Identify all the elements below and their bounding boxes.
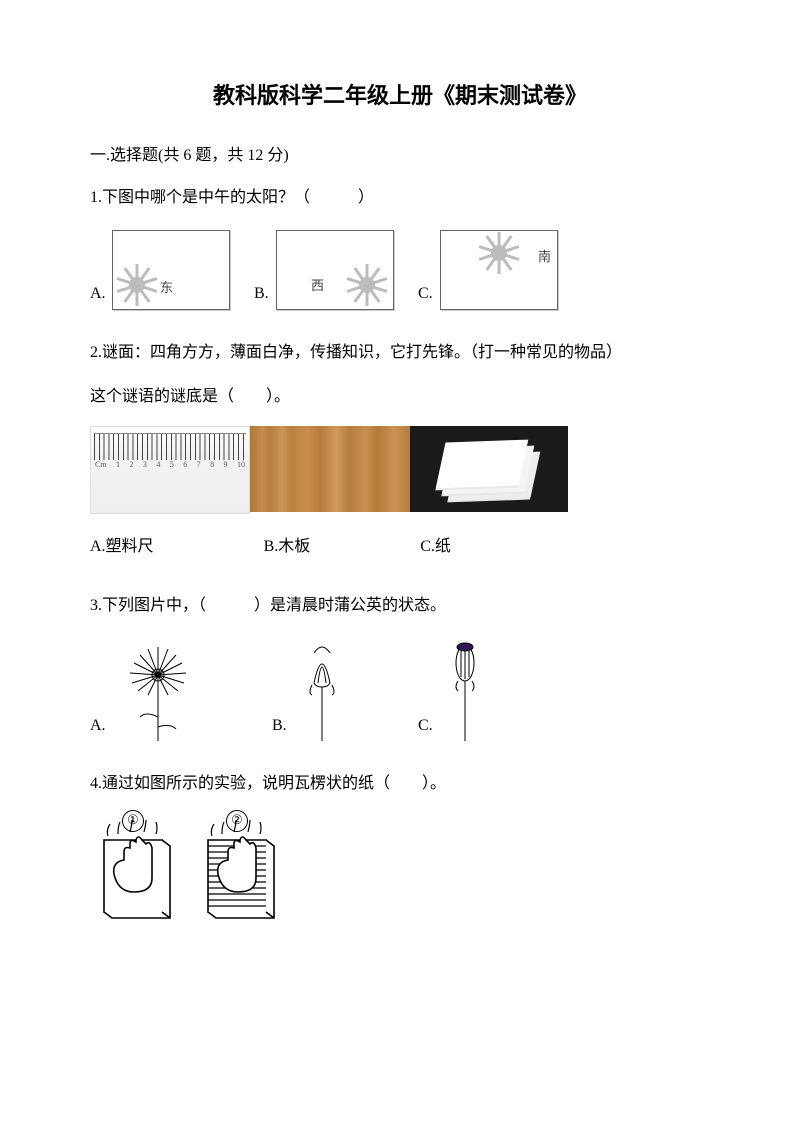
ruler-cm-label: Cm [95,457,107,472]
ruler-numbers: Cm 1 2 3 4 5 6 7 8 9 10 [95,457,245,472]
sun-image-east: 东 [112,230,230,310]
question-4-text: 4.通过如图所示的实验，说明瓦楞状的纸（ ）。 [90,769,710,799]
opt-label: B. [272,711,290,741]
q1-option-b: B. 西 [254,230,394,310]
question-1-text: 1.下图中哪个是中午的太阳？（ ） [90,183,710,213]
q2-option-a: A.塑料尺 [90,532,154,562]
question-2-line1: 2.谜面：四角方方，薄面白净，传播知识，它打先锋。（打一种常见的物品） [90,338,710,368]
dandelion-halfclosed-icon [294,637,350,741]
sun-image-west: 西 [276,230,394,310]
page: 教科版科学二年级上册《期末测试卷》 一.选择题(共 6 题，共 12 分) 1.… [0,0,800,1131]
q1-option-a: A. 东 [90,230,230,310]
question-4-images: ① ② [90,814,710,920]
question-1-options: A. 东 B. [90,230,710,310]
q3-option-a: A. [90,637,204,741]
sun-image-south: 南 [440,230,558,310]
opt-label: A. [90,279,108,309]
section-heading: 一.选择题(共 6 题，共 12 分) [90,141,710,171]
question-3-text: 3.下列图片中，（ ）是清晨时蒲公英的状态。 [90,591,710,621]
ruler-image: Cm 1 2 3 4 5 6 7 8 9 10 [90,426,250,514]
paper-image [410,426,568,512]
q2-option-b: B.木板 [264,532,311,562]
circled-2-icon: ② [226,810,248,832]
page-title: 教科版科学二年级上册《期末测试卷》 [90,75,710,117]
flat-paper-hand-image: ① [90,814,176,920]
question-3-options: A. B. [90,637,710,741]
direction-label: 西 [311,274,324,299]
question-2-options: A.塑料尺 B.木板 C.纸 [90,532,710,562]
question-2-line2: 这个谜语的谜底是（ ）。 [90,382,710,412]
corrugated-paper-hand-image: ② [194,814,280,920]
opt-label: C. [418,711,436,741]
direction-label: 南 [538,245,551,270]
dandelion-open-icon [112,637,204,741]
circled-1-icon: ① [122,810,144,832]
direction-label: 东 [160,276,173,301]
opt-label: A. [90,711,108,741]
dandelion-closed-icon [440,637,490,741]
q2-option-c: C.纸 [420,532,451,562]
opt-label: C. [418,279,436,309]
q3-option-b: B. [272,637,350,741]
q3-option-c: C. [418,637,490,741]
opt-label: B. [254,279,272,309]
question-2-images: Cm 1 2 3 4 5 6 7 8 9 10 [90,426,710,514]
wood-image [250,426,410,512]
q1-option-c: C. 南 [418,230,558,310]
